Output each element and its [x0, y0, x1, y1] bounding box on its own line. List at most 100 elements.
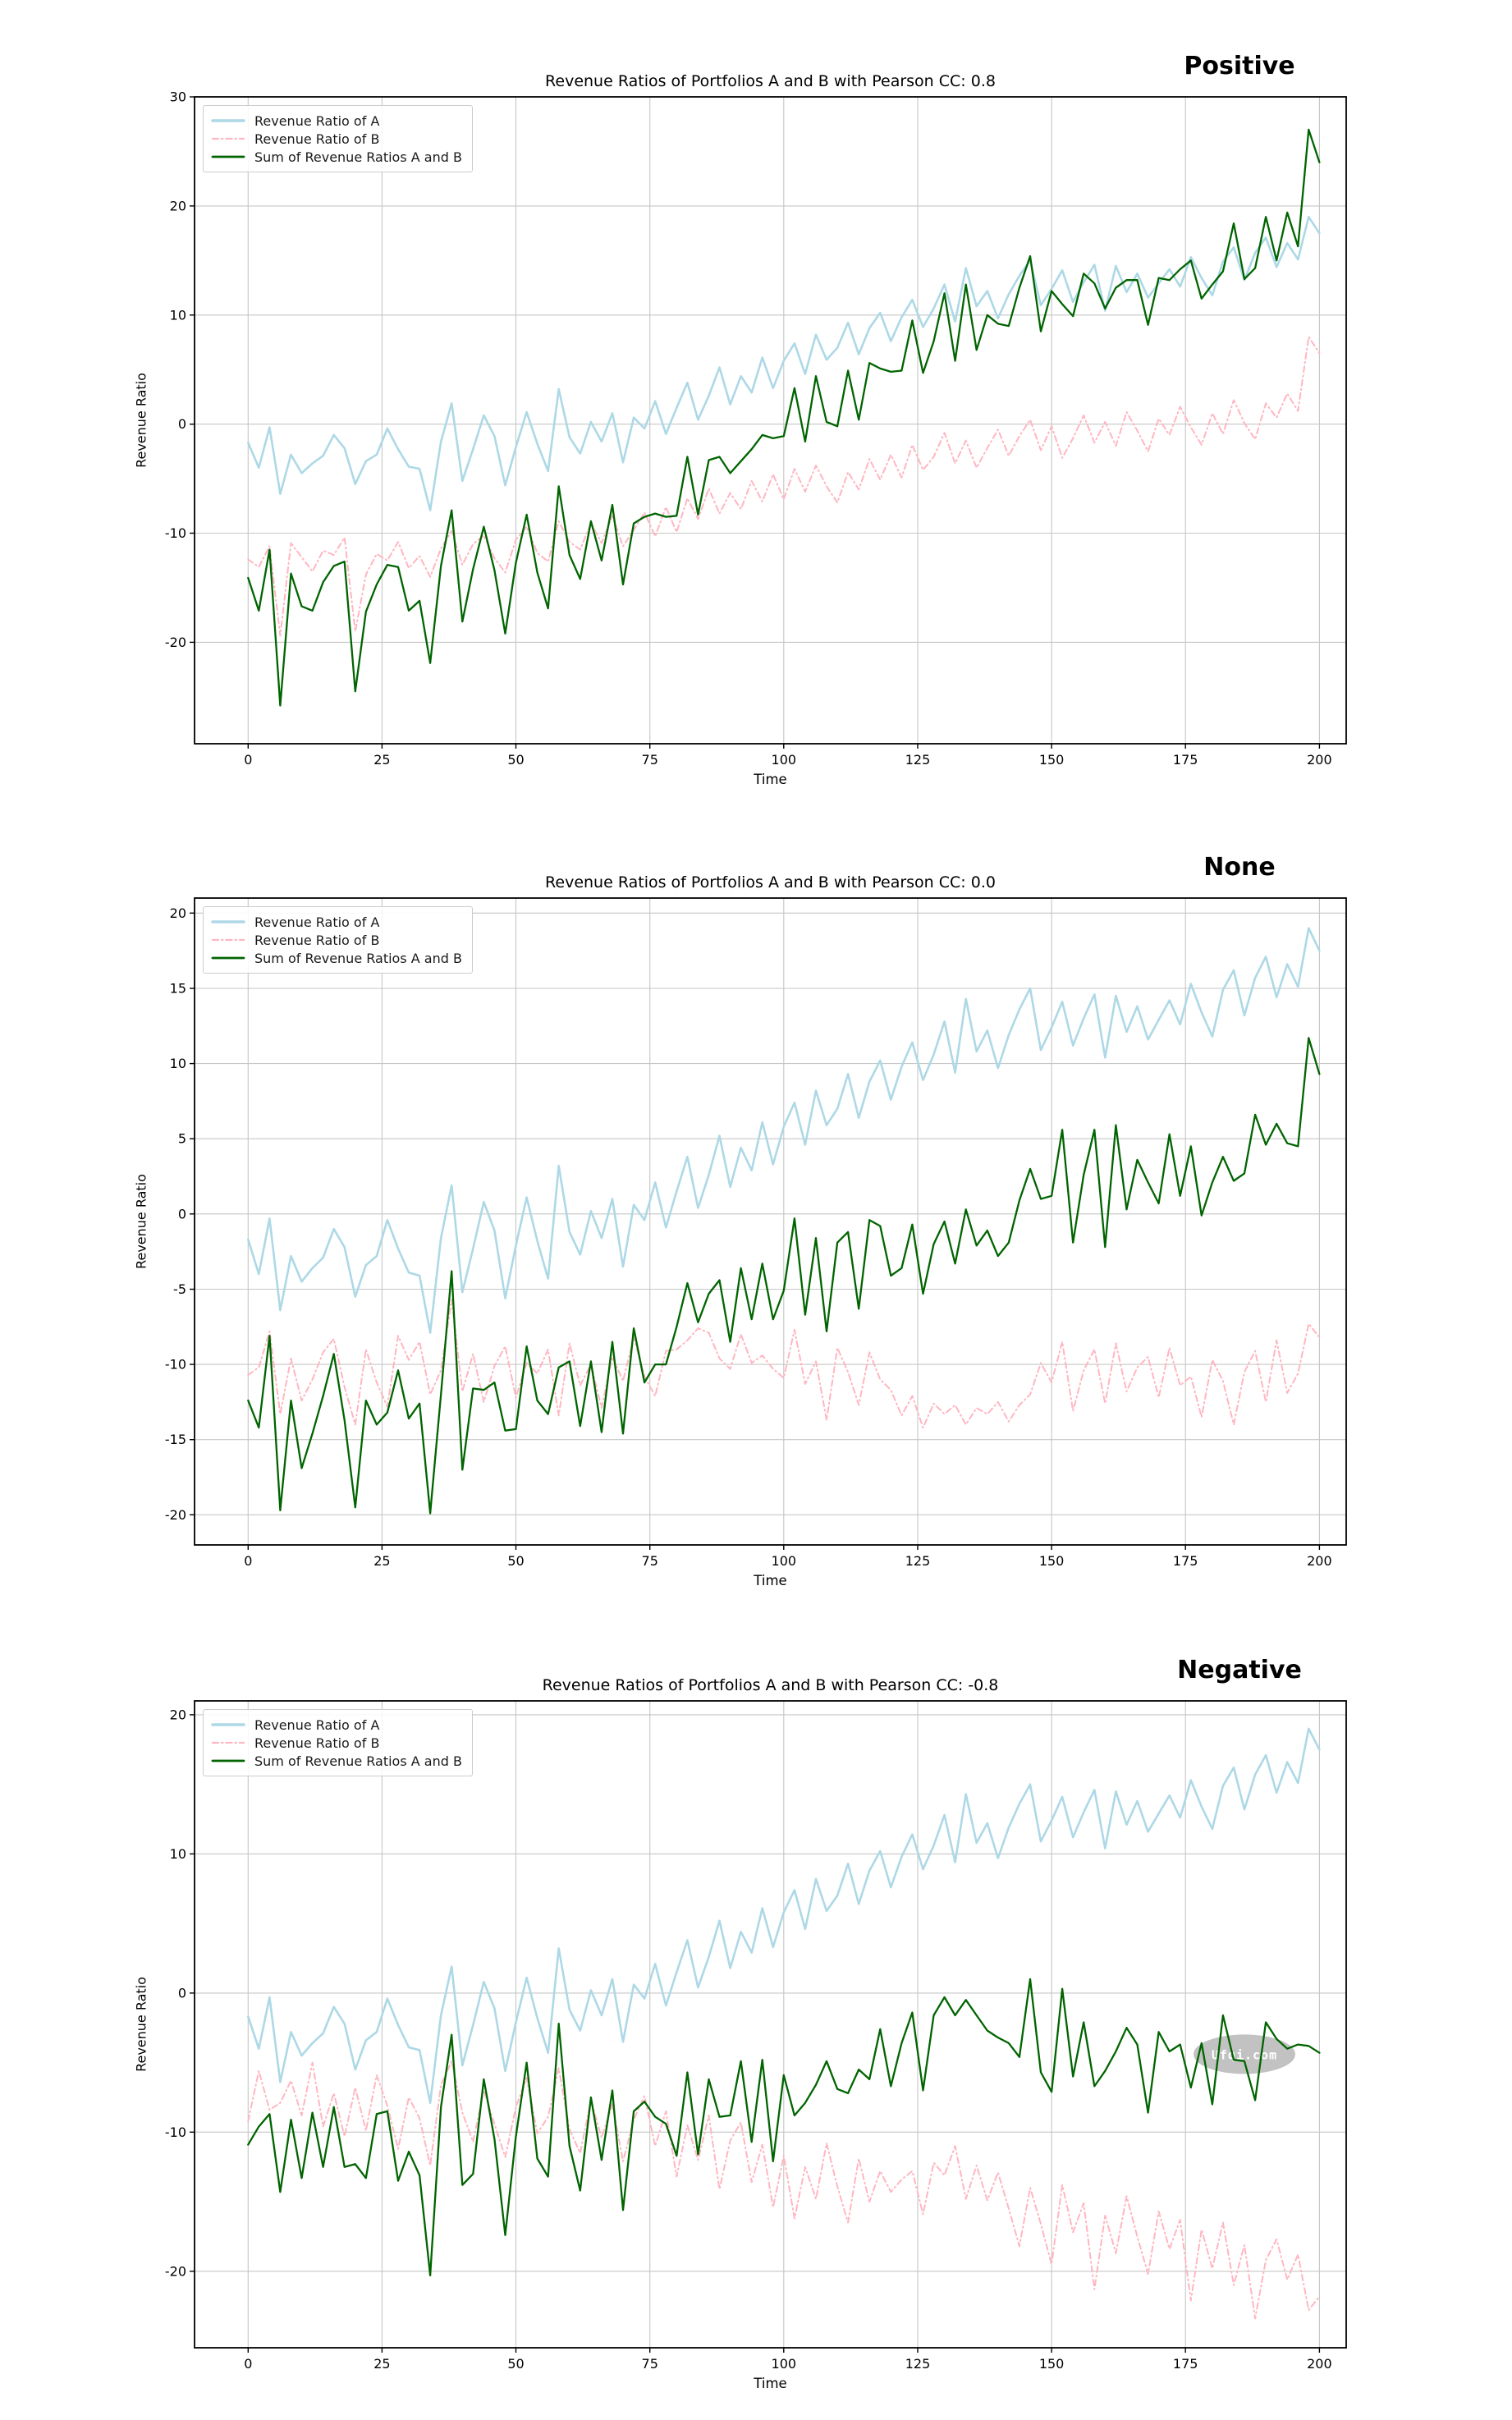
- legend-entry-series-a: Revenue Ratio of A: [210, 913, 462, 931]
- legend-entry-series-b: Revenue Ratio of B: [210, 931, 462, 949]
- figure-none: 0 25 50 75 100 125 150 175 200 20 15 10 5 0 -5 -10 -15 -2…: [0, 801, 1512, 1604]
- correlation-annotation-none: None: [1203, 853, 1276, 882]
- series-a-line: [246, 215, 1321, 511]
- series-a-line: [246, 927, 1321, 1334]
- x-tick-label: 200: [1307, 1553, 1332, 1569]
- y-tick-label: 0: [178, 1206, 186, 1221]
- y-tick-label: -10: [165, 525, 186, 541]
- x-tick-label: 0: [244, 2356, 252, 2372]
- series-a-line: [246, 1727, 1321, 2105]
- x-tick-label: 25: [373, 1553, 390, 1569]
- chart-title-negative: Revenue Ratios of Portfolios A and B wit…: [542, 1676, 999, 1694]
- chart-canvas-none: 0 25 50 75 100 125 150 175 20020151050-5-10-15-2…: [165, 897, 1347, 1569]
- y-tick-label: 20: [170, 198, 186, 213]
- plot-border: [194, 897, 1347, 1546]
- legend-label-series-sum: Sum of Revenue Ratios A and B: [254, 149, 462, 165]
- chart-title-none: Revenue Ratios of Portfolios A and B wit…: [545, 873, 996, 891]
- y-tick-label: 0: [178, 416, 186, 432]
- legend-entry-series-sum: Sum of Revenue Ratios A and B: [210, 1752, 462, 1770]
- y-tick-label: -20: [165, 1507, 186, 1523]
- chart-title-positive: Revenue Ratios of Portfolios A and B wit…: [545, 72, 996, 90]
- y-tick-label: 10: [170, 1056, 186, 1071]
- legend-entry-series-sum: Sum of Revenue Ratios A and B: [210, 949, 462, 967]
- x-tick-label: 125: [905, 1553, 931, 1569]
- legend-label-series-a: Revenue Ratio of A: [254, 1716, 380, 1733]
- y-tick-label: -10: [165, 2124, 186, 2140]
- y-tick-label: 10: [170, 1846, 186, 1862]
- legend-label-series-b: Revenue Ratio of B: [254, 131, 380, 147]
- x-tick-label: 75: [642, 752, 658, 768]
- x-tick-label: 150: [1039, 2356, 1065, 2372]
- legend-line-sample-b: [211, 137, 245, 140]
- legend-entry-series-b: Revenue Ratio of B: [210, 1734, 462, 1752]
- x-tick-label: 175: [1173, 752, 1198, 768]
- figure-positive: 0 25 50 75 100 125 150 175 200 30 20 10 0 -10 -20 Posi…: [0, 0, 1512, 801]
- x-tick-label: 200: [1307, 752, 1332, 768]
- x-tick-label: 50: [507, 1553, 524, 1569]
- x-tick-label: 175: [1173, 2356, 1198, 2372]
- legend-label-series-sum: Sum of Revenue Ratios A and B: [254, 950, 462, 966]
- x-tick-label: 0: [244, 1553, 252, 1569]
- legend-line-sample-a: [211, 1723, 245, 1726]
- correlation-annotation-positive: Positive: [1184, 52, 1295, 80]
- legend-line-sample-sum: [211, 956, 245, 960]
- legend: Revenue Ratio of A Revenue Ratio of B Su…: [203, 906, 473, 974]
- y-tick-label: -20: [165, 635, 186, 650]
- legend-line-sample-a: [211, 920, 245, 924]
- legend-label-series-b: Revenue Ratio of B: [254, 932, 380, 948]
- watermark-text: Ufqi.com: [1212, 2047, 1277, 2062]
- legend-label-series-b: Revenue Ratio of B: [254, 1735, 380, 1751]
- x-tick-label: 0: [244, 752, 252, 768]
- y-tick-label: -10: [165, 1357, 186, 1373]
- series-b-line: [247, 2060, 1321, 2320]
- series-sum-line: [247, 128, 1321, 707]
- y-tick-label: 20: [170, 905, 186, 921]
- y-axis-label: Revenue Ratio: [133, 373, 149, 468]
- series-b-line: [247, 1299, 1321, 1429]
- x-tick-label: 125: [905, 2356, 931, 2372]
- series-sum-line: [247, 1978, 1321, 2277]
- x-tick-label: 25: [373, 752, 390, 768]
- x-tick-label: 200: [1307, 2356, 1332, 2372]
- legend-line-sample-a: [211, 119, 245, 122]
- y-tick-label: -15: [165, 1432, 186, 1447]
- legend: Revenue Ratio of A Revenue Ratio of B Su…: [203, 1709, 473, 1776]
- legend: Revenue Ratio of A Revenue Ratio of B Su…: [203, 105, 473, 172]
- series-sum-line: [247, 1037, 1321, 1515]
- plot-border: [194, 96, 1347, 745]
- x-tick-label: 100: [772, 1553, 797, 1569]
- y-tick-label: 20: [170, 1707, 186, 1722]
- plot-border: [194, 1700, 1347, 2349]
- x-tick-label: 25: [373, 2356, 390, 2372]
- y-tick-label: 30: [170, 89, 186, 105]
- x-tick-label: 75: [642, 2356, 658, 2372]
- legend-line-sample-sum: [211, 1759, 245, 1762]
- x-tick-label: 175: [1173, 1553, 1198, 1569]
- legend-label-series-sum: Sum of Revenue Ratios A and B: [254, 1753, 462, 1769]
- legend-entry-series-sum: Sum of Revenue Ratios A and B: [210, 148, 462, 166]
- legend-line-sample-b: [211, 938, 245, 942]
- x-axis-label: Time: [754, 1573, 787, 1588]
- x-tick-label: 50: [507, 752, 524, 768]
- x-tick-label: 150: [1039, 752, 1065, 768]
- y-axis-label: Revenue Ratio: [133, 1174, 149, 1269]
- y-tick-label: 5: [178, 1131, 186, 1147]
- y-tick-label: 15: [170, 981, 186, 997]
- y-axis-label: Revenue Ratio: [133, 1977, 149, 2072]
- y-tick-label: 0: [178, 1985, 186, 2001]
- y-tick-label: -5: [173, 1281, 186, 1297]
- legend-entry-series-a: Revenue Ratio of A: [210, 112, 462, 130]
- x-axis-label: Time: [754, 2376, 787, 2391]
- x-tick-label: 75: [642, 1553, 658, 1569]
- legend-label-series-a: Revenue Ratio of A: [254, 112, 380, 129]
- correlation-annotation-negative: Negative: [1177, 1656, 1302, 1684]
- x-tick-label: 100: [772, 752, 797, 768]
- y-tick-label: -20: [165, 2263, 186, 2279]
- legend-entry-series-a: Revenue Ratio of A: [210, 1716, 462, 1734]
- x-tick-label: 150: [1039, 1553, 1065, 1569]
- x-tick-label: 100: [772, 2356, 797, 2372]
- figure-negative: Ufqi.com 0 25 50 75 100 125 150 175 200 20 10 0 -10 -2…: [0, 1604, 1512, 2420]
- legend-label-series-a: Revenue Ratio of A: [254, 914, 380, 930]
